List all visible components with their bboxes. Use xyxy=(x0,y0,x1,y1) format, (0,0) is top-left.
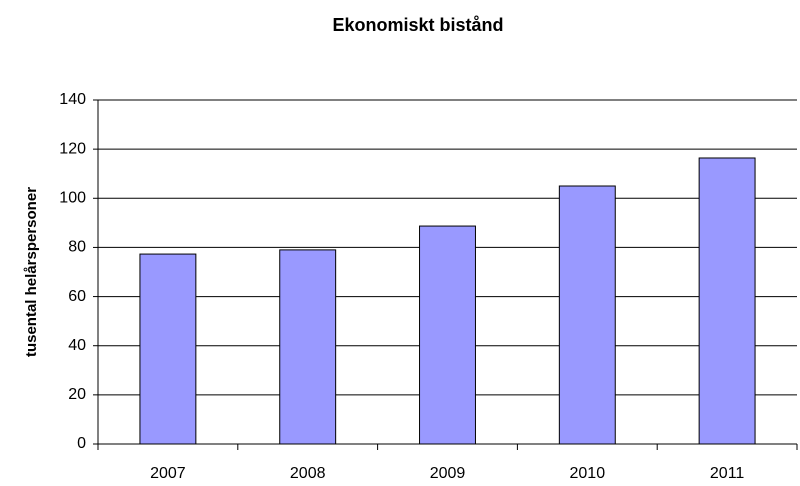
bar xyxy=(139,253,197,445)
y-tick-label: 20 xyxy=(68,386,86,403)
y-axis-label: tusental helårspersoner xyxy=(23,187,40,357)
x-tick-label: 2009 xyxy=(430,465,466,482)
y-tick-label: 80 xyxy=(68,239,86,256)
y-tick-label: 100 xyxy=(59,190,86,207)
y-tick-label: 120 xyxy=(59,140,86,157)
x-tick-label: 2008 xyxy=(290,465,326,482)
y-tick-label: 0 xyxy=(77,435,86,452)
y-tick-label: 140 xyxy=(59,91,86,108)
chart-title: Ekonomiskt bistånd xyxy=(332,15,503,35)
x-tick-label: 2007 xyxy=(150,465,186,482)
bar xyxy=(279,249,337,445)
bar xyxy=(558,185,616,445)
y-tick-label: 60 xyxy=(68,288,86,305)
x-tick-label: 2011 xyxy=(710,465,745,482)
bar xyxy=(698,157,756,445)
y-tick-label: 40 xyxy=(68,337,86,354)
x-tick-label: 2010 xyxy=(570,465,606,482)
bar xyxy=(419,225,476,445)
